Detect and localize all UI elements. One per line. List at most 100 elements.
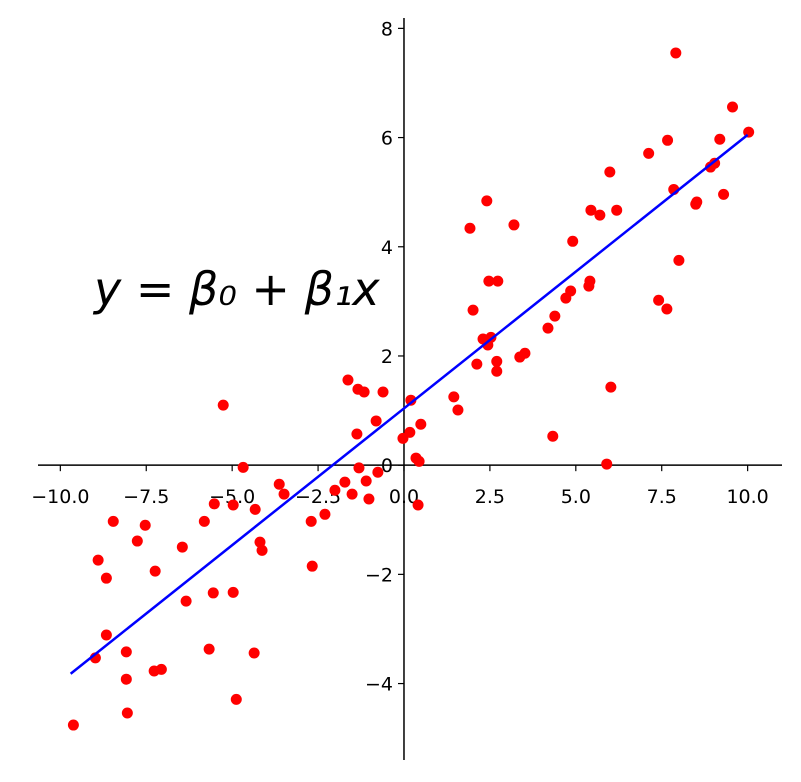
point: [604, 166, 616, 178]
x-tick-label: −7.5: [123, 486, 169, 508]
point: [155, 663, 167, 675]
point: [547, 430, 559, 442]
y-tick-label: 8: [381, 18, 393, 40]
y-tick-label: 2: [381, 346, 393, 368]
point: [542, 322, 554, 334]
point: [100, 572, 112, 584]
point: [567, 235, 579, 247]
point: [120, 673, 132, 685]
x-tick-label: 7.5: [647, 486, 677, 508]
point: [643, 147, 655, 159]
point: [585, 204, 597, 216]
point: [121, 707, 133, 719]
point: [404, 426, 416, 438]
point: [673, 254, 685, 266]
point: [464, 222, 476, 234]
point: [483, 275, 495, 287]
y-tick-label: −4: [365, 674, 393, 696]
point: [237, 461, 249, 473]
x-tick-label: 5.0: [561, 486, 591, 508]
point: [120, 646, 132, 658]
x-tick-label: 10.0: [726, 486, 768, 508]
point: [605, 381, 617, 393]
point: [319, 508, 331, 520]
point: [329, 484, 341, 496]
point: [208, 498, 220, 510]
point: [139, 519, 151, 531]
x-tick-label: 0.0: [389, 486, 419, 508]
y-tick-label: 4: [381, 237, 393, 259]
point: [342, 374, 354, 386]
point: [370, 415, 382, 427]
point: [217, 399, 229, 411]
point: [100, 629, 112, 641]
point: [691, 196, 703, 208]
point: [471, 358, 483, 370]
point: [662, 134, 674, 146]
point: [67, 719, 79, 731]
point: [519, 347, 531, 359]
point: [611, 204, 623, 216]
point: [372, 466, 384, 478]
point: [492, 275, 504, 287]
point: [670, 47, 682, 59]
fit-line: [69, 133, 749, 675]
point: [107, 515, 119, 527]
y-tick-label: −2: [365, 564, 393, 586]
point: [306, 560, 318, 572]
point: [452, 404, 464, 416]
annotation: y = β₀ + β₁x: [92, 262, 380, 316]
point: [601, 458, 613, 470]
point: [508, 219, 520, 231]
point: [718, 188, 730, 200]
point: [176, 541, 188, 553]
point: [92, 554, 104, 566]
point: [491, 355, 503, 367]
point: [415, 418, 427, 430]
point: [227, 499, 239, 511]
point: [131, 535, 143, 547]
point: [227, 586, 239, 598]
point: [661, 303, 673, 315]
point: [491, 365, 503, 377]
point: [467, 304, 479, 316]
point: [358, 386, 370, 398]
point: [180, 595, 192, 607]
point: [149, 565, 161, 577]
point: [360, 475, 372, 487]
point: [207, 587, 219, 599]
point: [549, 310, 561, 322]
x-tick-label: −10.0: [31, 486, 89, 508]
point: [248, 647, 260, 659]
point: [448, 391, 460, 403]
point: [727, 101, 739, 113]
point: [273, 478, 285, 490]
point: [594, 209, 606, 221]
point: [339, 476, 351, 488]
x-tick-label: −5.0: [209, 486, 255, 508]
point: [405, 394, 417, 406]
point: [198, 515, 210, 527]
point: [583, 280, 595, 292]
point: [305, 515, 317, 527]
y-tick-label: 6: [381, 128, 393, 150]
point: [653, 294, 665, 306]
point: [377, 386, 389, 398]
point: [278, 488, 290, 500]
point: [230, 693, 242, 705]
point: [346, 488, 358, 500]
y-tick-label: 0: [381, 455, 393, 477]
point: [714, 133, 726, 145]
point: [565, 285, 577, 297]
point: [412, 499, 424, 511]
point: [256, 544, 268, 556]
point: [353, 462, 365, 474]
x-tick-label: 2.5: [475, 486, 505, 508]
point: [249, 503, 261, 515]
point: [363, 493, 375, 505]
point: [413, 455, 425, 467]
point: [351, 428, 363, 440]
point: [481, 195, 493, 207]
point: [203, 643, 215, 655]
